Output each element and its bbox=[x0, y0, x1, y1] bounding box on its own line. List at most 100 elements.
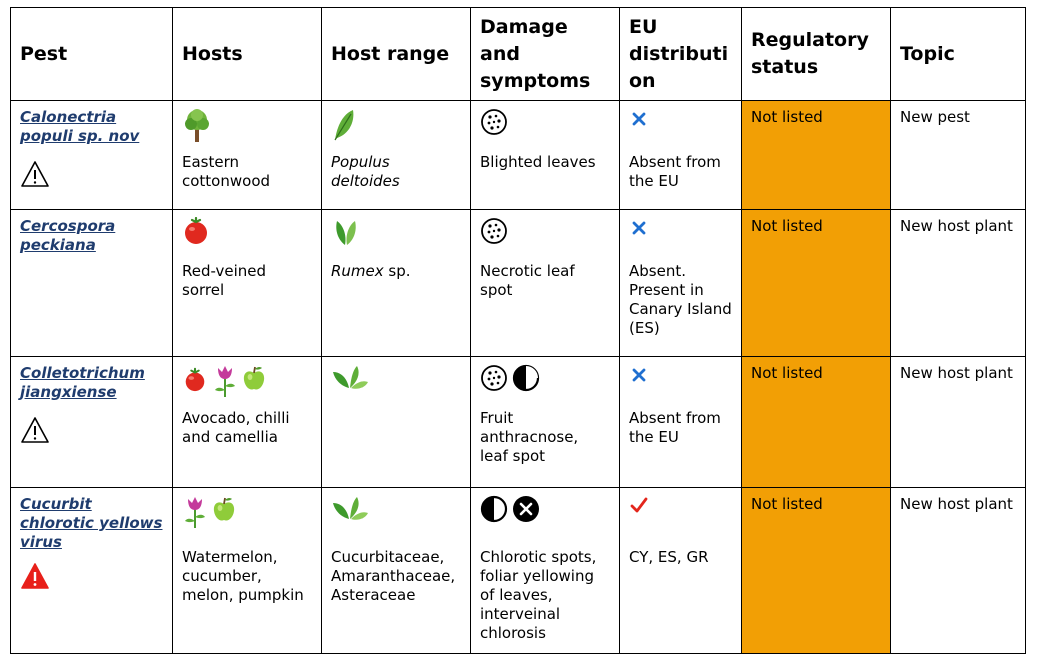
eu-text: Absent from the EU bbox=[629, 409, 721, 446]
range-italic: Populus deltoides bbox=[331, 153, 400, 190]
spotted-circle-icon bbox=[480, 217, 508, 245]
tomato-icon bbox=[182, 217, 210, 245]
leaf-icon bbox=[331, 108, 357, 142]
host-icons bbox=[182, 364, 312, 402]
warning-outline-icon bbox=[20, 160, 50, 188]
damage-text: Chlorotic spots, foliar yellowing of lea… bbox=[480, 548, 597, 642]
host-range-cell: Cucurbitaceae, Amaranthaceae, Asteraceae bbox=[321, 487, 471, 654]
apple-icon bbox=[212, 495, 236, 523]
header-pest: Pest bbox=[10, 7, 173, 101]
range-text: sp. bbox=[383, 262, 411, 280]
damage-cell: Chlorotic spots, foliar yellowing of lea… bbox=[470, 487, 620, 654]
regulatory-cell: Not listed bbox=[741, 100, 891, 210]
hosts-text: Eastern cottonwood bbox=[182, 153, 271, 190]
hosts-text: Red-veined sorrel bbox=[182, 262, 267, 299]
warning-red-icon bbox=[20, 562, 50, 590]
pest-table: Pest Hosts Host range Damage and symptom… bbox=[10, 7, 1026, 654]
regulatory-cell: Not listed bbox=[741, 356, 891, 488]
leaves-icon bbox=[331, 364, 369, 392]
pest-link[interactable]: Calonectria populi sp. nov bbox=[20, 108, 140, 145]
damage-text: Necrotic leaf spot bbox=[480, 262, 575, 299]
leaves-icon bbox=[331, 495, 369, 523]
topic-cell: New host plant bbox=[890, 209, 1026, 357]
range-icons bbox=[331, 495, 461, 539]
pest-link[interactable]: Cercospora peckiana bbox=[20, 217, 116, 254]
header-row: Pest Hosts Host range Damage and symptom… bbox=[10, 7, 1026, 101]
range-icons bbox=[331, 108, 461, 146]
eu-cell: CY, ES, GR bbox=[619, 487, 742, 654]
pest-cell: Colletotrichum jiangxiense bbox=[10, 356, 173, 488]
header-topic: Topic bbox=[890, 7, 1026, 101]
eu-icons bbox=[629, 108, 732, 146]
eu-cell: Absent from the EU bbox=[619, 356, 742, 488]
damage-cell: Necrotic leaf spot bbox=[470, 209, 620, 357]
flower-icon bbox=[182, 495, 208, 529]
pest-cell: Cercospora peckiana bbox=[10, 209, 173, 357]
spotted-circle-icon bbox=[480, 108, 508, 136]
topic-cell: New host plant bbox=[890, 487, 1026, 654]
header-damage: Damage and symptoms bbox=[470, 7, 620, 101]
range-italic: Rumex bbox=[331, 262, 384, 280]
header-host-range: Host range bbox=[321, 7, 471, 101]
leaves-icon bbox=[331, 217, 361, 247]
warning-outline-icon bbox=[20, 416, 50, 444]
eu-icons bbox=[629, 364, 732, 402]
x-circle-icon bbox=[512, 495, 540, 523]
table-row: Calonectria populi sp. nov Eastern cotto… bbox=[10, 100, 1026, 210]
table-row: Colletotrichum jiangxiense Avocado, chil… bbox=[10, 356, 1026, 488]
header-hosts: Hosts bbox=[172, 7, 322, 101]
host-range-cell: Populus deltoides bbox=[321, 100, 471, 210]
host-range-cell bbox=[321, 356, 471, 488]
damage-text: Fruit anthracnose, leaf spot bbox=[480, 409, 579, 465]
regulatory-cell: Not listed bbox=[741, 487, 891, 654]
hosts-cell: Red-veined sorrel bbox=[172, 209, 322, 357]
pest-link[interactable]: Colletotrichum jiangxiense bbox=[20, 364, 145, 401]
check-icon bbox=[629, 495, 649, 517]
host-range-cell: Rumex sp. bbox=[321, 209, 471, 357]
table-row: Cucurbit chlorotic yellows virus Waterme… bbox=[10, 487, 1026, 654]
hosts-cell: Watermelon, cucumber, melon, pumpkin bbox=[172, 487, 322, 654]
flower-icon bbox=[212, 364, 238, 398]
header-eu-distribution: EU distributi on bbox=[619, 7, 742, 101]
eu-cell: Absent from the EU bbox=[619, 100, 742, 210]
hosts-cell: Eastern cottonwood bbox=[172, 100, 322, 210]
host-icons bbox=[182, 495, 312, 539]
eu-text: Absent from the EU bbox=[629, 153, 721, 190]
damage-icons bbox=[480, 364, 610, 402]
eu-text: Absent. Present in Canary Island (ES) bbox=[629, 262, 732, 337]
damage-icons bbox=[480, 108, 610, 146]
hosts-text: Watermelon, cucumber, melon, pumpkin bbox=[182, 548, 304, 604]
table-row: Cercospora peckiana Red-veined sorrel Ru… bbox=[10, 209, 1026, 357]
host-icons bbox=[182, 108, 312, 146]
pest-cell: Cucurbit chlorotic yellows virus bbox=[10, 487, 173, 654]
range-icons bbox=[331, 217, 461, 255]
topic-cell: New host plant bbox=[890, 356, 1026, 488]
damage-icons bbox=[480, 217, 610, 255]
range-text: Cucurbitaceae, Amaranthaceae, Asteraceae bbox=[331, 548, 456, 604]
apple-icon bbox=[242, 364, 266, 392]
eu-text: CY, ES, GR bbox=[629, 548, 709, 566]
eu-cell: Absent. Present in Canary Island (ES) bbox=[619, 209, 742, 357]
damage-cell: Fruit anthracnose, leaf spot bbox=[470, 356, 620, 488]
half-circle-icon bbox=[512, 364, 540, 392]
pest-link[interactable]: Cucurbit chlorotic yellows virus bbox=[20, 495, 163, 551]
eu-icons bbox=[629, 495, 732, 539]
eu-icons bbox=[629, 217, 732, 255]
range-icons bbox=[331, 364, 461, 402]
damage-cell: Blighted leaves bbox=[470, 100, 620, 210]
hosts-text: Avocado, chilli and camellia bbox=[182, 409, 290, 446]
cross-icon bbox=[629, 217, 649, 239]
damage-icons bbox=[480, 495, 610, 539]
cross-icon bbox=[629, 364, 649, 386]
header-regulatory-status: Regulatory status bbox=[741, 7, 891, 101]
cross-icon bbox=[629, 108, 649, 130]
hosts-cell: Avocado, chilli and camellia bbox=[172, 356, 322, 488]
damage-text: Blighted leaves bbox=[480, 153, 596, 171]
tree-icon bbox=[182, 108, 212, 144]
topic-cell: New pest bbox=[890, 100, 1026, 210]
tomato-icon bbox=[182, 364, 208, 394]
host-icons bbox=[182, 217, 312, 255]
pest-cell: Calonectria populi sp. nov bbox=[10, 100, 173, 210]
spotted-circle-icon bbox=[480, 364, 508, 392]
half-circle-icon bbox=[480, 495, 508, 523]
